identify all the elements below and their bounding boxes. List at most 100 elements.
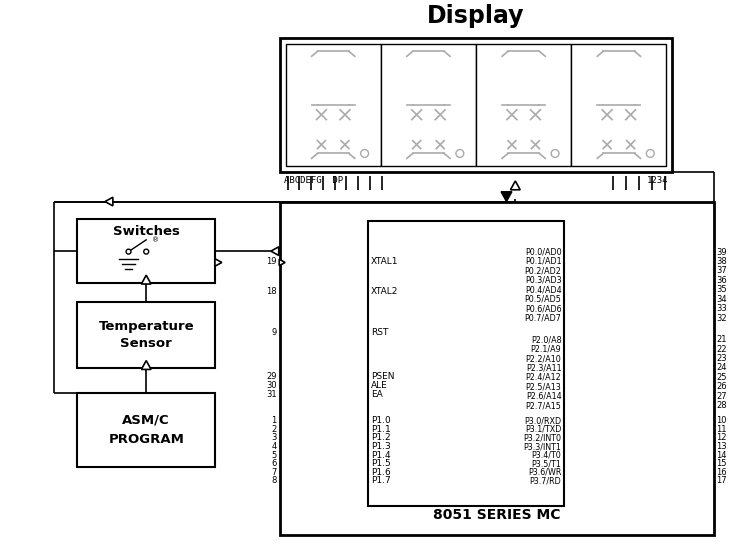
Circle shape: [456, 149, 464, 158]
Text: Display: Display: [427, 4, 525, 28]
Text: P3.1/TXD: P3.1/TXD: [525, 425, 562, 434]
Bar: [571, 44, 666, 166]
Text: 2: 2: [271, 425, 277, 434]
Text: P3.7/RD: P3.7/RD: [530, 476, 562, 485]
Text: 7: 7: [271, 468, 277, 477]
Text: 9: 9: [271, 328, 277, 337]
Text: 33: 33: [716, 304, 727, 313]
Text: P0.7/AD7: P0.7/AD7: [525, 314, 562, 323]
Text: 15: 15: [716, 459, 727, 468]
Text: P0.4/AD4: P0.4/AD4: [525, 285, 562, 294]
Text: 24: 24: [716, 363, 727, 373]
Circle shape: [646, 149, 655, 158]
Text: 36: 36: [716, 276, 727, 285]
Text: ®: ®: [152, 237, 159, 243]
Text: 8: 8: [271, 476, 277, 485]
Text: 39: 39: [716, 248, 727, 257]
Polygon shape: [501, 192, 512, 201]
Polygon shape: [105, 197, 113, 206]
Bar: [381, 44, 476, 166]
Text: P0.6/AD6: P0.6/AD6: [525, 304, 562, 313]
Text: P1.2: P1.2: [371, 434, 391, 442]
Text: 28: 28: [716, 401, 727, 410]
Bar: [285, 44, 381, 166]
Text: P1.3: P1.3: [371, 442, 391, 451]
Text: P3.3/INT1: P3.3/INT1: [524, 442, 562, 451]
Text: P3.2/INT0: P3.2/INT0: [524, 434, 562, 442]
Polygon shape: [141, 361, 151, 369]
Text: P2.3/A11: P2.3/A11: [526, 363, 562, 373]
Text: 16: 16: [716, 468, 727, 477]
Text: 10: 10: [716, 416, 727, 425]
Text: P3.5/T1: P3.5/T1: [531, 459, 562, 468]
Text: 32: 32: [716, 314, 727, 323]
Text: 8051 SERIES MC: 8051 SERIES MC: [433, 508, 560, 521]
Text: 5: 5: [271, 451, 277, 460]
Polygon shape: [215, 259, 222, 266]
Bar: [77, 302, 215, 368]
Text: P2.2/A10: P2.2/A10: [526, 354, 562, 363]
Circle shape: [126, 249, 131, 254]
Text: Sensor: Sensor: [120, 337, 172, 351]
Text: XTAL2: XTAL2: [371, 287, 398, 296]
Text: 38: 38: [716, 257, 727, 266]
Text: EA: EA: [371, 390, 383, 399]
Text: 6: 6: [271, 459, 277, 468]
Text: P0.1/AD1: P0.1/AD1: [525, 257, 562, 266]
Text: P1.4: P1.4: [371, 451, 391, 460]
Polygon shape: [510, 181, 520, 190]
Text: P2.5/A13: P2.5/A13: [526, 382, 562, 392]
Text: XTAL1: XTAL1: [371, 257, 398, 266]
Text: ALE: ALE: [371, 381, 388, 390]
Text: P3.0/RXD: P3.0/RXD: [525, 416, 562, 425]
Text: Switches: Switches: [113, 225, 180, 238]
Text: 25: 25: [716, 373, 727, 382]
Bar: [476, 44, 571, 166]
Bar: [279, 38, 672, 172]
Text: P3.6/WR: P3.6/WR: [528, 468, 562, 477]
Circle shape: [551, 149, 559, 158]
Polygon shape: [271, 247, 279, 255]
Text: 27: 27: [716, 392, 727, 401]
Text: 11: 11: [716, 425, 727, 434]
Text: 37: 37: [716, 267, 727, 275]
Text: RST: RST: [371, 328, 389, 337]
Text: P1.0: P1.0: [371, 416, 391, 425]
Text: P0.3/AD3: P0.3/AD3: [525, 276, 562, 285]
Text: 1234: 1234: [647, 176, 669, 185]
Text: P2.1/A9: P2.1/A9: [531, 345, 562, 354]
Text: 19: 19: [266, 257, 277, 266]
Text: Temperature: Temperature: [98, 320, 194, 333]
Text: 18: 18: [266, 287, 277, 296]
Text: P0.0/AD0: P0.0/AD0: [525, 248, 562, 257]
Text: 4: 4: [271, 442, 277, 451]
Text: PSEN: PSEN: [371, 372, 395, 380]
Text: P2.7/A15: P2.7/A15: [525, 401, 562, 410]
Text: P1.5: P1.5: [371, 459, 391, 468]
Text: P1.7: P1.7: [371, 476, 391, 485]
Text: 1: 1: [271, 416, 277, 425]
Text: 31: 31: [266, 390, 277, 399]
Text: P1.1: P1.1: [371, 425, 391, 434]
Text: 29: 29: [266, 372, 277, 380]
Polygon shape: [279, 259, 285, 265]
Circle shape: [143, 249, 149, 254]
Text: 13: 13: [716, 442, 727, 451]
Text: 26: 26: [716, 382, 727, 392]
Text: 21: 21: [716, 335, 727, 345]
Bar: [279, 201, 713, 535]
Text: P2.4/A12: P2.4/A12: [526, 373, 562, 382]
Text: 12: 12: [716, 434, 727, 442]
Text: P0.2/AD2: P0.2/AD2: [525, 267, 562, 275]
Text: 14: 14: [716, 451, 727, 460]
Text: 22: 22: [716, 345, 727, 354]
Text: P2.0/A8: P2.0/A8: [531, 335, 562, 345]
Circle shape: [360, 149, 369, 158]
Bar: [77, 393, 215, 467]
Text: P3.4/T0: P3.4/T0: [532, 451, 562, 460]
Text: 30: 30: [266, 381, 277, 390]
Bar: [77, 219, 215, 283]
Text: 17: 17: [716, 476, 727, 485]
Text: 35: 35: [716, 285, 727, 294]
Text: ABCDEFG  DP: ABCDEFG DP: [284, 176, 343, 185]
